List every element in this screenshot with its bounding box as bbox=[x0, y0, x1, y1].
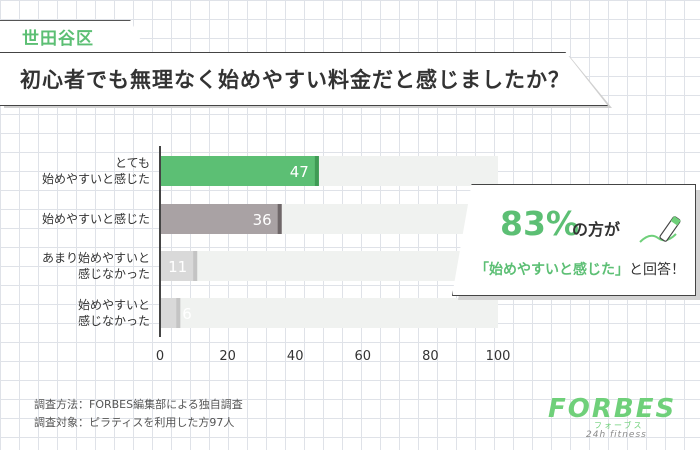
bar-4 bbox=[160, 298, 181, 328]
x-tick-label-80: 80 bbox=[422, 349, 439, 364]
forbes-logo-kana: フォーブス bbox=[594, 421, 644, 430]
data-label-4: 6 bbox=[182, 305, 192, 323]
callout-phrase: 「始めやすいと感じた」 bbox=[475, 262, 629, 278]
callout-percent: 83% bbox=[500, 204, 579, 243]
pencil-writing-icon bbox=[639, 216, 681, 243]
bar-end-2 bbox=[277, 204, 282, 234]
x-tick-label-100: 100 bbox=[486, 349, 511, 364]
category-label-1: とても 始めやすいと感じた bbox=[41, 156, 150, 186]
x-tick-label-40: 40 bbox=[287, 349, 304, 364]
x-tick-label-0: 0 bbox=[156, 349, 164, 364]
region-label: 世田谷区 bbox=[22, 29, 94, 49]
callout-suffix: と回答！ bbox=[629, 262, 685, 278]
bar-end-3 bbox=[193, 251, 198, 281]
footnote-target: 調査対象：ピラティスを利用した方97人 bbox=[34, 416, 235, 429]
callout-box bbox=[452, 184, 696, 296]
x-tick-label-60: 60 bbox=[355, 349, 372, 364]
question-banner bbox=[0, 52, 608, 106]
bar-track-4 bbox=[160, 298, 498, 328]
x-tick-label-20: 20 bbox=[219, 349, 236, 364]
data-label-2: 36 bbox=[253, 211, 272, 229]
bar-3 bbox=[160, 251, 198, 281]
category-label-4: 始めやすいと 感じなかった bbox=[77, 298, 150, 328]
data-label-3: 11 bbox=[168, 258, 187, 276]
category-label-3: あまり始めやすいと 感じなかった bbox=[41, 251, 150, 281]
callout-percent-suffix: の方が bbox=[572, 220, 621, 239]
callout-phrase-line: 「始めやすいと感じた」と回答！ bbox=[475, 259, 685, 279]
bar-track-3 bbox=[160, 251, 498, 281]
bar-2 bbox=[160, 204, 282, 234]
bar-end-4 bbox=[176, 298, 181, 328]
data-label-1: 47 bbox=[290, 163, 309, 181]
bar-1 bbox=[160, 156, 319, 186]
footnote-method: 調査方法：FORBES編集部による独自調査 bbox=[34, 398, 243, 411]
bar-end-1 bbox=[314, 156, 319, 186]
region-tag bbox=[0, 20, 148, 54]
question-title: 初心者でも無理なく始めやすい料金だと感じましたか？ bbox=[20, 68, 570, 92]
forbes-logo: FORBES bbox=[548, 394, 677, 424]
category-label-2: 始めやすいと感じた bbox=[41, 212, 150, 226]
forbes-logo-tagline: 24h fitness bbox=[586, 430, 647, 440]
